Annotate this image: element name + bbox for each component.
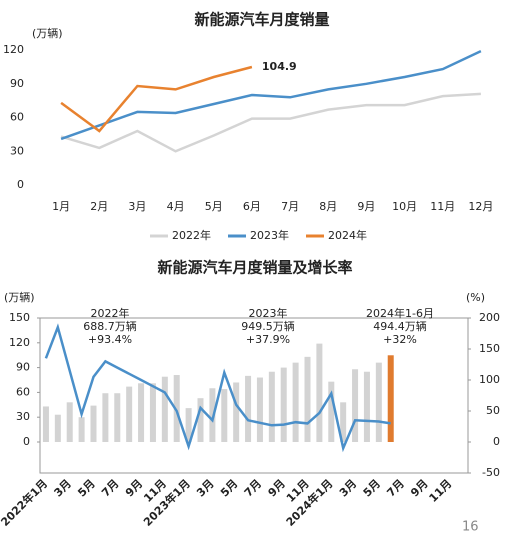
x-tick-label: 4月 [167,200,185,213]
y-tick-label: 60 [16,385,30,398]
x-tick-label: 12月 [468,200,493,213]
annotation: 949.5万辆 [241,319,295,333]
legend-label: 2024年 [328,228,367,242]
y2-tick-label: 150 [479,342,500,355]
y-tick-label: 60 [10,111,24,124]
x-tick-label: 7月 [281,200,299,213]
x-tick-label: 3月 [337,477,359,499]
annotation: +93.4% [88,333,132,346]
y2-axis-label: (%) [466,291,485,304]
y-tick-label: 0 [17,178,24,191]
x-tick-label: 9月 [357,200,375,213]
line-series [60,65,253,133]
y-axis-label: (万辆) [32,26,63,40]
y2-tick-label: 0 [493,435,500,448]
bar [42,406,49,442]
y-tick-label: 30 [16,410,30,423]
x-tick-label: 2月 [90,200,108,213]
legend-label: 2023年 [250,228,289,242]
bar [363,371,370,442]
x-tick-label: 7月 [384,477,406,499]
bar [209,388,216,442]
bar [375,362,382,442]
bar [316,343,323,442]
bar [54,414,61,442]
annotation: 2022年 [91,306,130,320]
x-tick-label: 3月 [52,477,74,499]
bar [102,393,109,442]
legend-label: 2022年 [172,228,211,242]
annotation: 688.7万辆 [83,319,137,333]
bar [149,383,156,442]
x-tick-label: 5月 [205,200,223,213]
bar [256,377,263,442]
bar [161,376,168,442]
y2-tick-label: 50 [486,404,500,417]
annotation: +32% [383,333,417,346]
x-tick-label: 7月 [242,477,264,499]
y-tick-label: 120 [3,43,24,56]
x-tick-label: 1月 [52,200,70,213]
y-tick-label: 0 [23,435,30,448]
y-tick-label: 90 [16,361,30,374]
bar [304,356,311,442]
bar [233,382,240,442]
x-tick-label: 11月 [427,477,455,505]
chart-title: 新能源汽车月度销量 [194,11,329,29]
y-tick-label: 150 [9,311,30,324]
bar [280,367,287,442]
x-tick-label: 3月 [128,200,146,213]
bar [328,381,335,442]
annotation: 2023年 [249,306,288,320]
bar [114,393,121,442]
bar [292,362,299,442]
bar [126,386,133,442]
x-tick-label: 5月 [361,477,383,499]
x-tick-label: 11月 [430,200,455,213]
x-tick-label: 10月 [392,200,417,213]
bar [197,398,204,442]
bar [138,383,145,442]
annotation: 2024年1-6月 [366,306,434,320]
y-tick-label: 30 [10,144,24,157]
bar [90,405,97,442]
bar [221,389,228,442]
line-series [44,323,391,453]
x-tick-label: 6月 [243,200,261,213]
y-tick-label: 120 [9,336,30,349]
y-axis-label: (万辆) [4,290,35,304]
x-tick-label: 3月 [194,477,216,499]
x-tick-label: 5月 [75,477,97,499]
y2-tick-label: 100 [479,373,500,386]
x-tick-label: 8月 [319,200,337,213]
page-number: 16 [462,520,479,535]
chart-title: 新能源汽车月度销量及增长率 [157,259,352,277]
bar [340,402,347,442]
y2-tick-label: 200 [479,311,500,324]
line-series [60,49,482,141]
plot-frame [39,317,469,474]
bar [66,402,73,442]
y-tick-label: 90 [10,77,24,90]
bar [245,375,252,442]
x-tick-label: 7月 [99,477,121,499]
bar [185,408,192,442]
line-series [60,92,481,153]
y2-tick-label: -50 [482,466,500,479]
x-tick-label: 5月 [218,477,240,499]
annotation: +37.9% [246,333,290,346]
annotation: 494.4万辆 [373,319,427,333]
bar [268,371,275,442]
data-label: 104.9 [262,60,297,73]
bar [352,369,359,442]
x-tick-label: 2022年1月 [0,476,50,529]
bar [78,417,85,442]
bar [387,355,394,442]
bar [173,375,180,442]
